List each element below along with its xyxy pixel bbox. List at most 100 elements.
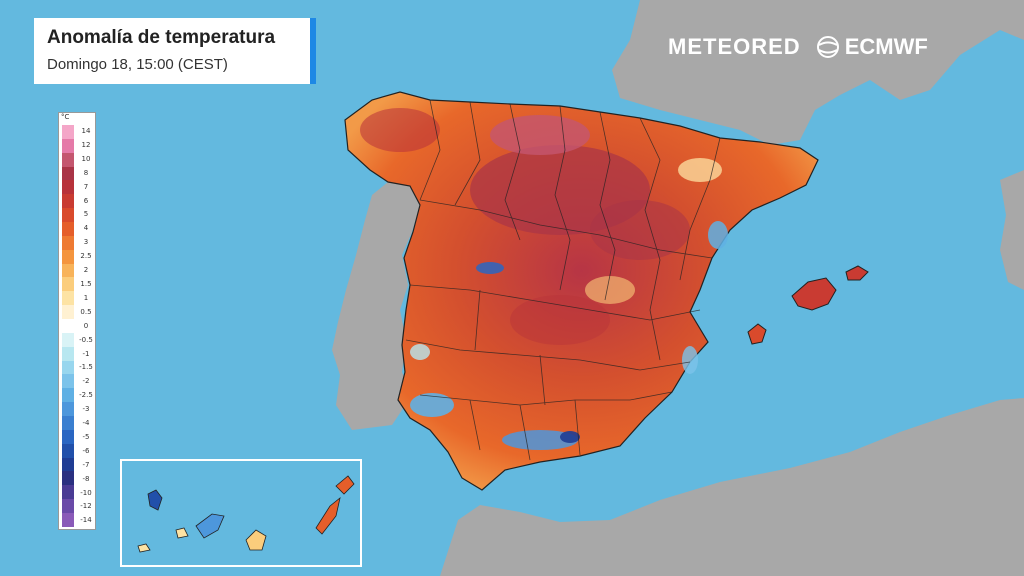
ecmwf-globe-icon [816, 36, 839, 58]
island-tenerife [195, 513, 225, 539]
legend-label: 4 [83, 224, 89, 233]
legend-swatch [62, 180, 74, 195]
province-borders [405, 99, 721, 461]
legend-swatch [62, 429, 74, 444]
legend-label: 1.5 [80, 279, 92, 288]
meteored-logo: METEORED [668, 34, 801, 59]
legend-swatch [62, 249, 74, 264]
legend-label: -2 [82, 377, 90, 386]
island-mallorca [791, 277, 837, 311]
anomaly-core-aragon [590, 200, 690, 260]
legend-swatch [62, 319, 74, 333]
legend-label: -12 [80, 502, 92, 511]
anomaly-core-cantabria [490, 115, 590, 155]
legend-label: -8 [82, 474, 90, 483]
land-portugal [332, 182, 420, 430]
anomaly-cool-malaga [560, 431, 580, 443]
legend-labels: 14 12 10 8 7 6 5 4 3 2.5 2 1.5 1 0.5 0 -0.5 -1 -1.5 -2 -2.5… [77, 125, 95, 527]
land-north-africa [440, 398, 1024, 576]
legend-swatch [62, 374, 74, 389]
anomaly-core-center [510, 295, 610, 345]
island-menorca [845, 265, 869, 281]
legend-swatch [62, 402, 74, 417]
island-la-palma [147, 489, 163, 511]
ecmwf-logo-text: ECMWF [844, 34, 928, 59]
legend-label: 14 [81, 127, 91, 135]
anomaly-cool-castellon [708, 221, 728, 249]
legend-swatch [62, 346, 74, 361]
legend-label: 6 [83, 196, 89, 205]
brand-logos: METEORED ECMWF [668, 34, 928, 60]
legend-label: -0.5 [79, 335, 93, 344]
legend-unit: °C [61, 113, 70, 121]
legend-label: 7 [83, 182, 89, 191]
legend-label: 0.5 [80, 307, 92, 316]
legend-swatch [62, 152, 74, 167]
legend-swatch [62, 125, 74, 139]
legend-label: 2 [83, 266, 89, 275]
island-la-gomera [175, 527, 189, 539]
land-france [612, 0, 1024, 145]
legend-label: -4 [82, 419, 90, 428]
legend-swatch [62, 235, 74, 250]
legend-swatch [62, 194, 74, 209]
legend-label: -7 [82, 460, 90, 469]
legend-swatch [62, 166, 74, 181]
legend-swatch [62, 457, 74, 472]
legend-swatch [62, 485, 74, 500]
title-panel: Anomalía de temperatura Domingo 18, 15:0… [34, 18, 316, 84]
legend-swatch [62, 208, 74, 223]
legend-label: -1 [82, 349, 90, 358]
legend-swatch [62, 305, 74, 320]
legend-label: 5 [83, 210, 89, 219]
map-subtitle: Domingo 18, 15:00 (CEST) [47, 56, 228, 73]
legend-label: 2.5 [80, 252, 92, 261]
legend-color-bar [62, 125, 74, 527]
legend-label: -6 [82, 446, 90, 455]
anomaly-cool-gredos [476, 262, 504, 274]
legend-label: 0 [83, 321, 89, 330]
legend-swatch [62, 471, 74, 486]
legend-swatch [62, 263, 74, 278]
color-legend: °C 14 12 10 8 7 6 5 4 3 2.5 2 1.5 1 0.5 0 -0.5 -1 -1.5 -2 -… [58, 112, 96, 530]
legend-swatch [62, 443, 74, 458]
legend-label: 10 [81, 154, 91, 163]
anomaly-cool-alicante [682, 346, 698, 374]
island-gran-canaria [245, 529, 267, 551]
legend-swatch [62, 138, 74, 153]
legend-label: -14 [80, 516, 92, 525]
legend-swatch [62, 332, 74, 347]
legend-swatch [62, 416, 74, 430]
legend-swatch [62, 222, 74, 236]
legend-label: 8 [83, 168, 89, 177]
legend-label: 12 [81, 140, 91, 149]
legend-swatch [62, 388, 74, 403]
island-el-hierro [137, 543, 151, 553]
legend-swatch [62, 513, 74, 527]
land-italy-sardinia [1000, 170, 1024, 290]
legend-swatch [62, 291, 74, 306]
legend-label: -5 [82, 432, 90, 441]
legend-label: -1.5 [79, 363, 93, 372]
anomaly-cool-huelva [410, 393, 454, 417]
legend-label: -3 [82, 405, 90, 414]
legend-swatch [62, 277, 74, 292]
legend-label: 1 [83, 293, 89, 302]
island-ibiza [747, 323, 767, 345]
anomaly-cool-extremadura [410, 344, 430, 360]
anomaly-mild-catalonia [678, 158, 722, 182]
anomaly-core-galicia [360, 108, 440, 152]
anomaly-cool-south [502, 430, 578, 450]
legend-swatch [62, 499, 74, 514]
legend-label: -2.5 [79, 391, 93, 400]
island-fuerteventura [315, 496, 341, 535]
legend-label: 3 [83, 238, 89, 247]
ecmwf-logo: ECMWF [815, 34, 928, 60]
island-lanzarote [335, 475, 355, 495]
anomaly-mild-lamancha [585, 276, 635, 304]
legend-label: -10 [80, 488, 92, 497]
map-title: Anomalía de temperatura [47, 27, 276, 48]
canary-inset-frame [120, 459, 362, 567]
